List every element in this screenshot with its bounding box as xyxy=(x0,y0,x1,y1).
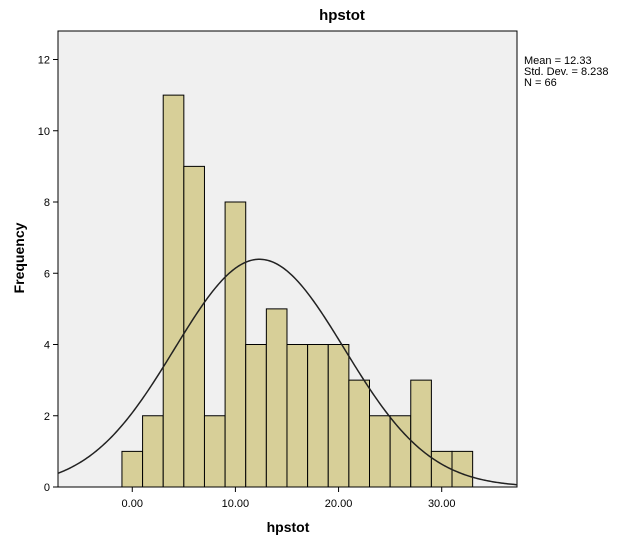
histogram-bar xyxy=(307,344,329,488)
chart-title: hpstot xyxy=(319,7,365,24)
histogram-bar xyxy=(451,450,474,488)
histogram-bar xyxy=(286,344,309,488)
histogram-bar xyxy=(369,415,391,488)
histogram-bar xyxy=(224,201,247,488)
y-tick-label: 4 xyxy=(44,340,50,352)
y-tick-label: 6 xyxy=(44,268,50,280)
x-axis-title: hpstot xyxy=(267,519,310,535)
histogram-bar xyxy=(121,450,144,488)
x-tick-label: 20.00 xyxy=(325,498,353,510)
histogram-bar xyxy=(410,379,432,488)
normal-curve xyxy=(57,258,518,486)
y-axis: 0 2 4 6 8 10 12 xyxy=(38,55,58,494)
x-axis: 0.00 10.00 20.00 30.00 xyxy=(122,487,456,510)
histogram-bar xyxy=(203,415,226,488)
histogram-bar xyxy=(245,344,267,488)
histogram-bar xyxy=(327,344,350,488)
histogram-bar xyxy=(265,308,288,488)
histogram-bars xyxy=(121,94,474,488)
x-tick-label: 10.00 xyxy=(222,498,250,510)
histogram-bar xyxy=(389,415,412,488)
stats-line: Std. Dev. = 8.238 xyxy=(524,66,609,78)
y-tick-label: 12 xyxy=(38,55,50,67)
x-tick-label: 30.00 xyxy=(428,498,456,510)
y-tick-label: 0 xyxy=(44,482,50,494)
histogram-bar xyxy=(162,94,185,488)
histogram-bar xyxy=(183,165,205,488)
stats-line: Mean = 12.33 xyxy=(524,55,592,67)
y-axis-title: Frequency xyxy=(11,222,27,293)
x-tick-label: 0.00 xyxy=(122,498,143,510)
histogram-bar xyxy=(348,379,371,488)
histogram-bar xyxy=(430,450,453,488)
y-tick-label: 8 xyxy=(44,197,50,209)
stats-line: N = 66 xyxy=(524,77,557,89)
y-tick-label: 10 xyxy=(38,126,50,138)
y-tick-label: 2 xyxy=(44,411,50,423)
histogram-bar xyxy=(142,415,164,488)
